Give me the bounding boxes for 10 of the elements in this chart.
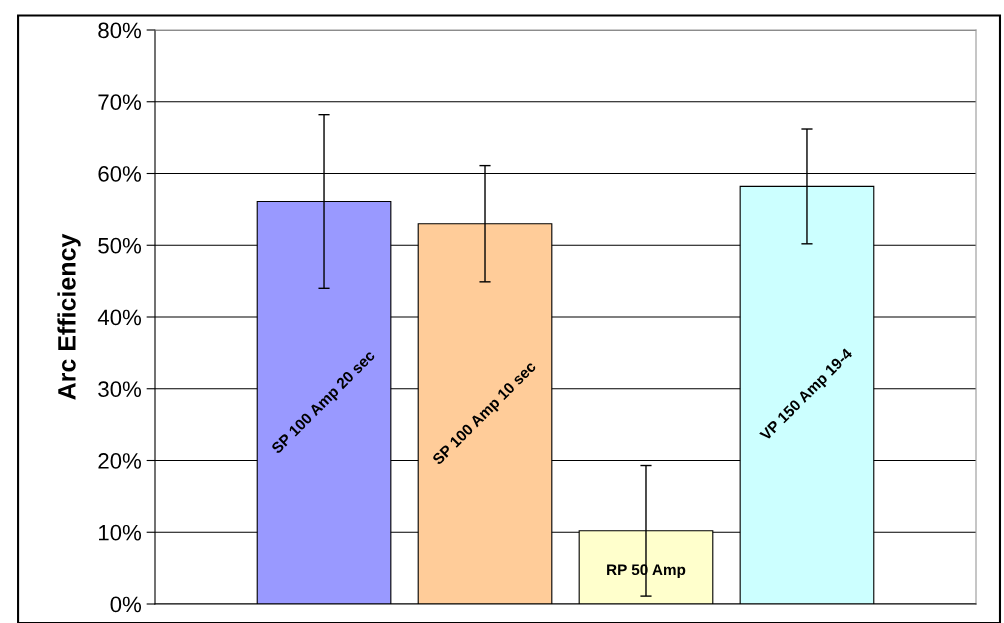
y-axis-title: Arc Efficiency [57,233,81,400]
y-tick-label: 40% [97,309,142,326]
y-tick-label: 0% [110,596,142,613]
y-tick-label: 50% [98,237,142,254]
y-tick-label: 30% [98,381,142,398]
y-tick-label: 70% [98,94,142,111]
y-tick-label: 10% [99,524,142,541]
y-tick-label: 20% [98,453,142,469]
y-tick-label: 60% [98,166,142,182]
y-tick-label: 80% [98,22,142,39]
